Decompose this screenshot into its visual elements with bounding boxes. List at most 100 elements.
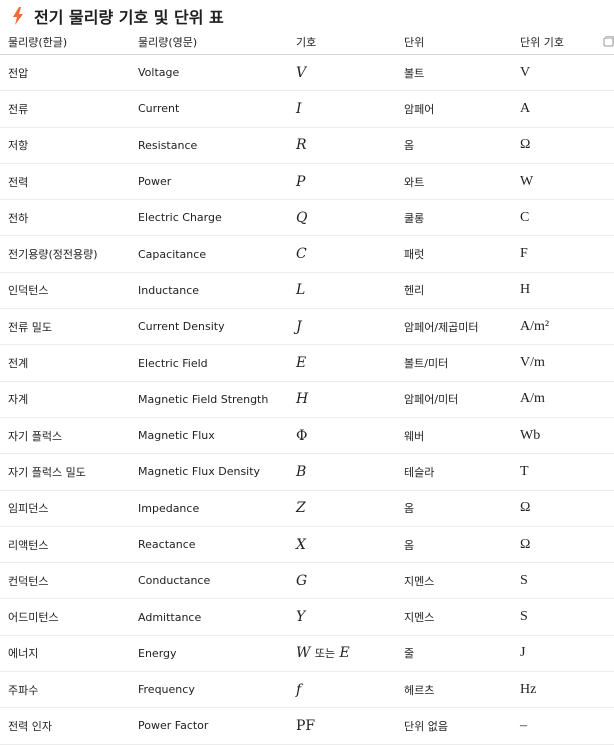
unit-symbol: V/m [520, 344, 614, 382]
quantity-english: Voltage [138, 54, 296, 92]
unit: 패럿 [404, 235, 520, 273]
unit: 암페어/미터 [404, 381, 520, 418]
symbol: Y [296, 598, 404, 636]
symbol: Z [296, 490, 404, 527]
symbol: L [296, 272, 404, 310]
unit: 지멘스 [404, 598, 520, 636]
quantity-english: Energy [138, 635, 296, 673]
quantity-korean: 전력 인자 [0, 707, 138, 745]
quantity-english: Admittance [138, 598, 296, 636]
symbol: PF [296, 707, 404, 745]
quantity-korean: 컨덕턴스 [0, 562, 138, 600]
quantity-korean: 전류 [0, 90, 138, 128]
quantity-korean: 전류 밀도 [0, 308, 138, 346]
unit-symbol: S [520, 598, 614, 636]
quantity-english: Frequency [138, 671, 296, 709]
quantity-korean: 전기용량(정전용량) [0, 235, 138, 273]
symbol: V [296, 54, 404, 92]
unit: 볼트/미터 [404, 344, 520, 382]
unit: 지멘스 [404, 562, 520, 600]
symbol: R [296, 127, 404, 164]
table-row: 전하 Electric Charge Q 쿨롱 C [0, 199, 614, 237]
symbol: J [296, 308, 404, 346]
unit-symbol: A/m [520, 381, 614, 418]
unit-symbol: A/m² [520, 308, 614, 346]
unit: 암페어 [404, 90, 520, 128]
quantity-korean: 자기 플럭스 밀도 [0, 453, 138, 491]
quantity-korean: 전계 [0, 344, 138, 382]
unit: 옴 [404, 127, 520, 164]
table-row: 전기용량(정전용량) Capacitance C 패럿 F [0, 235, 614, 273]
symbol: C [296, 235, 404, 273]
quantity-english: Resistance [138, 127, 296, 164]
table-row: 전계 Electric Field E 볼트/미터 V/m [0, 344, 614, 382]
quantity-english: Magnetic Flux [138, 417, 296, 455]
unit: 웨버 [404, 417, 520, 455]
unit-symbol: H [520, 272, 614, 310]
quantity-korean: 전력 [0, 163, 138, 201]
title-text: 전기 물리량 기호 및 단위 표 [34, 8, 224, 27]
symbol: W 또는 E [296, 635, 404, 673]
table-row: 어드미턴스 Admittance Y 지멘스 S [0, 598, 614, 636]
table-row: 자기 플럭스 밀도 Magnetic Flux Density B 테슬라 T [0, 453, 614, 491]
unit: 옴 [404, 526, 520, 564]
unit-symbol: Hz [520, 671, 614, 709]
table-row: 주파수 Frequency f 헤르츠 Hz [0, 671, 614, 709]
table-row: 전력 Power P 와트 W [0, 163, 614, 201]
unit-symbol: W [520, 163, 614, 201]
quantity-korean: 에너지 [0, 635, 138, 673]
quantity-english: Electric Charge [138, 199, 296, 237]
quantity-korean: 임피던스 [0, 490, 138, 527]
symbol: I [296, 90, 404, 128]
quantity-korean: 어드미턴스 [0, 598, 138, 636]
unit-symbol: A [520, 90, 614, 128]
symbol: B [296, 453, 404, 491]
table-row: 임피던스 Impedance Z 옴 Ω [0, 490, 614, 527]
unit-symbol: V [520, 54, 614, 92]
unit-symbol: – [520, 707, 614, 745]
table-row: 리액턴스 Reactance X 옴 Ω [0, 526, 614, 564]
symbol: X [296, 526, 404, 564]
quantity-english: Current [138, 90, 296, 128]
quantity-english: Impedance [138, 490, 296, 527]
lightning-icon [13, 7, 23, 25]
symbol: P [296, 163, 404, 201]
quantity-english: Current Density [138, 308, 296, 346]
unit-symbol: Wb [520, 417, 614, 455]
symbol: Φ [296, 417, 404, 455]
unit-symbol: S [520, 562, 614, 600]
table-row: 전력 인자 Power Factor PF 단위 없음 – [0, 707, 614, 745]
unit: 볼트 [404, 54, 520, 92]
quantity-english: Reactance [138, 526, 296, 564]
column-header: 물리량(한글) [0, 30, 138, 55]
quantities-table: 물리량(한글) 물리량(영문) 기호 단위 단위 기호 전압 Voltage V 볼트 V 전류 C… [0, 30, 614, 745]
quantity-korean: 전하 [0, 199, 138, 237]
symbol: H [296, 381, 404, 418]
table-row: 전압 Voltage V 볼트 V [0, 54, 614, 92]
unit-symbol: F [520, 235, 614, 273]
unit-symbol: C [520, 199, 614, 237]
unit-symbol: J [520, 635, 614, 673]
table-row: 컨덕턴스 Conductance G 지멘스 S [0, 562, 614, 600]
unit: 암페어/제곱미터 [404, 308, 520, 346]
quantity-english: Magnetic Field Strength [138, 381, 296, 418]
unit: 옴 [404, 490, 520, 527]
unit-symbol: Ω [520, 490, 614, 527]
quantity-korean: 리액턴스 [0, 526, 138, 564]
symbol: f [296, 671, 404, 709]
unit-symbol: Ω [520, 127, 614, 164]
quantity-korean: 주파수 [0, 671, 138, 709]
unit: 줄 [404, 635, 520, 673]
unit-symbol: T [520, 453, 614, 491]
symbol: Q [296, 199, 404, 237]
unit: 테슬라 [404, 453, 520, 491]
column-header: 단위 기호 [520, 30, 614, 55]
table-row: 인덕턴스 Inductance L 헨리 H [0, 272, 614, 310]
quantity-korean: 저항 [0, 127, 138, 164]
quantity-korean: 자계 [0, 381, 138, 418]
table-row: 전류 밀도 Current Density J 암페어/제곱미터 A/m² [0, 308, 614, 346]
unit-symbol: Ω [520, 526, 614, 564]
quantity-english: Power [138, 163, 296, 201]
unit: 단위 없음 [404, 707, 520, 745]
